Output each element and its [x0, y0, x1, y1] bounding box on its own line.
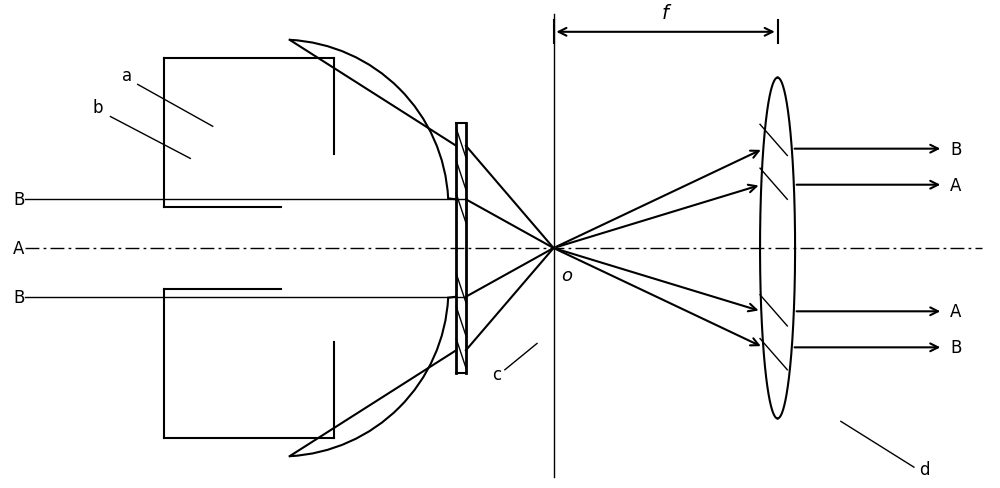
Text: a: a: [122, 66, 132, 84]
Text: c: c: [492, 366, 501, 384]
Text: d: d: [919, 460, 929, 478]
Text: B: B: [13, 191, 24, 209]
Text: b: b: [93, 99, 103, 117]
Text: B: B: [950, 141, 961, 158]
Text: B: B: [950, 339, 961, 357]
Text: A: A: [13, 240, 24, 258]
Text: f: f: [662, 4, 669, 23]
Text: A: A: [950, 303, 961, 321]
Text: o: o: [561, 266, 572, 284]
Text: B: B: [13, 288, 24, 306]
Text: A: A: [950, 176, 961, 194]
